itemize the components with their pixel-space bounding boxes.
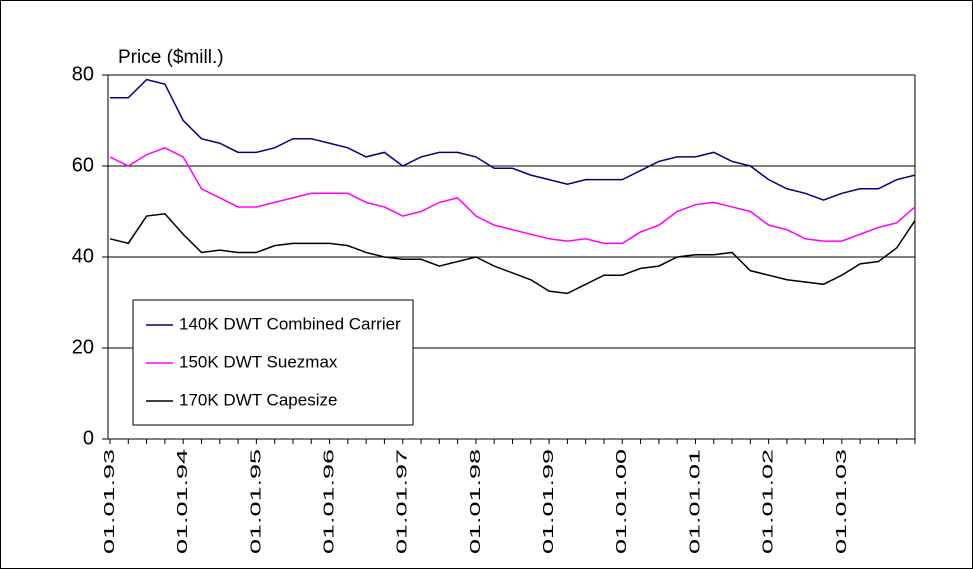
series-line [109,212,916,295]
y-tick-label: 0 [83,427,94,449]
y-tick-label: 40 [72,245,94,267]
y-tick-label: 20 [72,336,94,358]
y-tick-label: 80 [72,63,94,85]
legend-label: 140K DWT Combined Carrier [179,314,401,333]
x-tick-label: 01.01.98 [467,449,484,554]
y-axis-label: Price ($mill.) [118,47,224,68]
x-tick-label: 01.01.03 [833,449,850,554]
x-tick-label: 01.01.94 [174,449,191,554]
legend-label: 170K DWT Capesize [179,390,337,409]
x-tick-label: 01.01.02 [760,449,777,554]
legend-box [132,299,414,426]
y-tick-label: 60 [72,154,94,176]
series-line [110,78,916,201]
x-tick-label: 01.01.99 [540,449,557,554]
x-tick-label: 01.01.96 [321,449,338,554]
x-tick-label: 01.01.97 [394,449,411,554]
legend-label: 150K DWT Suezmax [179,352,338,371]
x-tick-label: 01.01.00 [613,449,630,554]
x-tick-label: 01.01.93 [101,449,118,554]
x-tick-label: 01.01.01 [686,449,703,554]
series-line [109,146,916,245]
x-tick-label: 01.01.95 [247,449,264,554]
